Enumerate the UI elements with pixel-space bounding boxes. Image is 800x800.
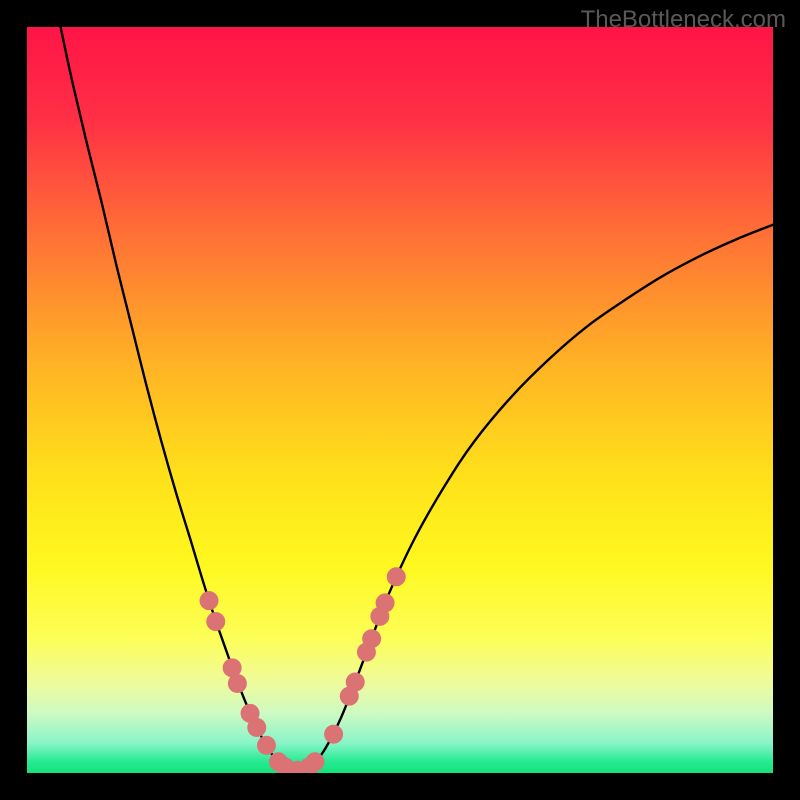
data-marker xyxy=(346,672,365,691)
data-marker xyxy=(305,752,324,771)
data-marker xyxy=(247,718,266,737)
data-marker xyxy=(257,736,276,755)
plot-background xyxy=(27,27,773,773)
watermark-text: TheBottleneck.com xyxy=(581,6,786,34)
data-marker xyxy=(228,674,247,693)
data-marker xyxy=(362,629,381,648)
data-marker xyxy=(206,612,225,631)
chart-svg xyxy=(0,0,800,800)
data-marker xyxy=(387,567,406,586)
data-marker xyxy=(376,593,395,612)
data-marker xyxy=(200,591,219,610)
data-marker xyxy=(324,725,343,744)
figure-root: TheBottleneck.com xyxy=(0,0,800,800)
